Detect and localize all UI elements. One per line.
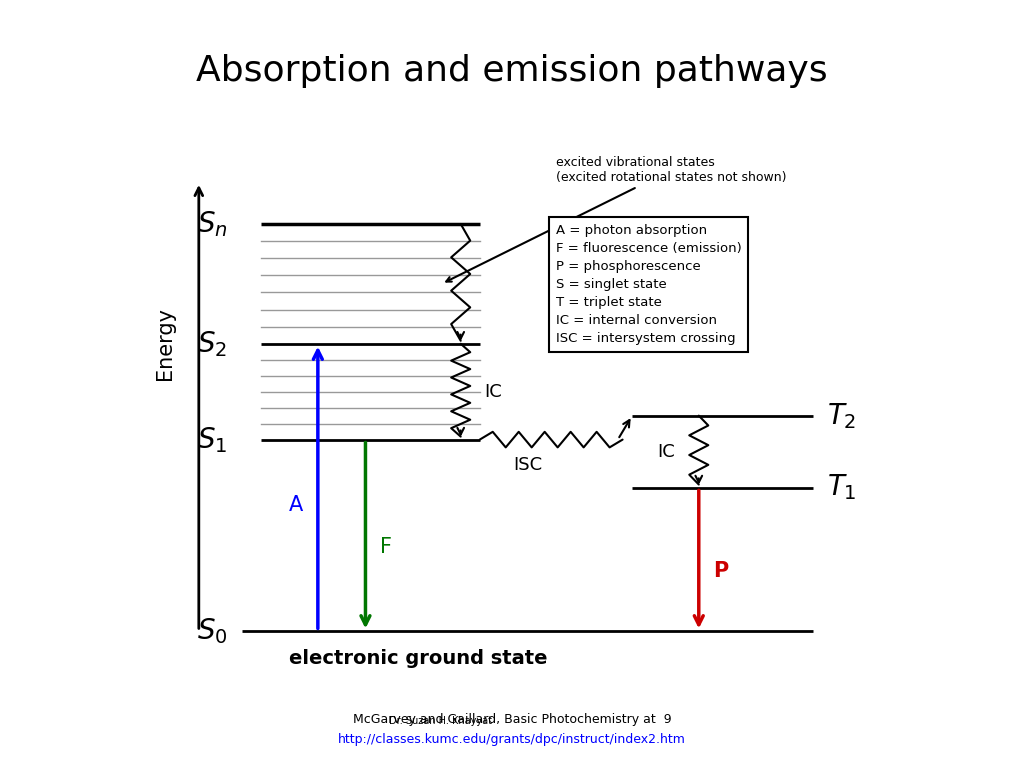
Text: McGarvey and Gaillard, Basic Photochemistry at  9: McGarvey and Gaillard, Basic Photochemis… bbox=[352, 713, 672, 726]
Text: $T_1$: $T_1$ bbox=[827, 472, 857, 502]
Text: electronic ground state: electronic ground state bbox=[289, 649, 548, 668]
Text: $S_1$: $S_1$ bbox=[198, 425, 227, 455]
Text: A = photon absorption
F = fluorescence (emission)
P = phosphorescence
S = single: A = photon absorption F = fluorescence (… bbox=[556, 224, 741, 345]
Text: P: P bbox=[713, 561, 728, 581]
Text: IC: IC bbox=[484, 382, 502, 401]
Text: Dr. Suzan H. Khayyat: Dr. Suzan H. Khayyat bbox=[389, 716, 492, 726]
Text: F: F bbox=[380, 538, 392, 558]
Text: IC: IC bbox=[657, 442, 675, 461]
Text: http://classes.kumc.edu/grants/dpc/instruct/index2.htm: http://classes.kumc.edu/grants/dpc/instr… bbox=[338, 733, 686, 746]
Text: $T_2$: $T_2$ bbox=[827, 401, 857, 431]
Text: Energy: Energy bbox=[156, 307, 175, 380]
Text: ISC: ISC bbox=[513, 456, 542, 475]
Text: $S_0$: $S_0$ bbox=[197, 617, 227, 646]
Text: $S_n$: $S_n$ bbox=[197, 209, 227, 239]
Text: A: A bbox=[290, 495, 303, 515]
Text: Absorption and emission pathways: Absorption and emission pathways bbox=[197, 54, 827, 88]
Text: $S_2$: $S_2$ bbox=[198, 329, 227, 359]
Text: excited vibrational states
(excited rotational states not shown): excited vibrational states (excited rota… bbox=[446, 156, 786, 282]
